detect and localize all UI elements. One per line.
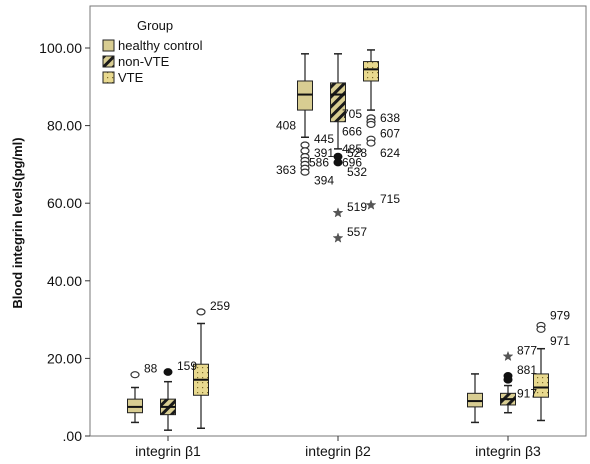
outlier-label: 638 [380,111,400,125]
extreme-star [332,207,344,218]
outlier-label: 159 [177,359,197,373]
x-axis: integrin β1 integrin β2 integrin β3 [135,436,541,459]
y-tick-label: 40.00 [47,273,82,289]
extreme-star [365,199,377,210]
y-axis: .00 20.00 40.00 60.00 80.00 100.00 [39,40,90,444]
outlier-dot [163,368,173,376]
outlier-dot [333,158,343,167]
outlier-label: 532 [347,165,367,179]
legend-swatch-vte [102,71,115,84]
outlier-label: 259 [210,299,230,313]
outlier-circle [130,371,140,379]
outlier-circle [366,120,376,129]
y-tick-label: .00 [63,428,83,444]
box-iqr [363,61,379,82]
outlier-label: 557 [347,225,367,239]
box-healthy-control-3 [467,373,483,424]
box-healthy-control-1 [127,386,143,424]
box-healthy-control-2 [297,53,313,138]
y-tick-label: 60.00 [47,195,82,211]
outlier-label: 666 [342,124,362,138]
outlier-label: 971 [550,334,570,348]
box-non-vte-1 [160,380,176,431]
outlier-label: 877 [517,343,537,357]
legend-entry-non-vte: non-VTE [118,54,170,69]
outlier-dot [503,375,513,384]
outlier-label: 696 [342,155,362,169]
outlier-label: 881 [517,363,537,377]
y-axis-label: Blood integrin levels(pg/ml) [10,137,25,308]
outlier-circle [300,168,310,176]
outlier-label: 391 [314,146,334,160]
box-vte-2 [363,49,379,111]
outlier-label: 519 [347,200,367,214]
outlier-label: 363 [276,163,296,177]
box-non-vte-3 [500,384,516,414]
box-vte-3 [533,347,549,422]
outlier-circle [536,325,546,333]
outliers [130,114,546,384]
outlier-circle [300,141,310,149]
outlier-circle [366,139,376,147]
outlier-label: 528 [347,146,367,160]
outlier-label: 715 [380,192,400,206]
outlier-label: 485 [342,142,362,156]
legend-title: Group [137,18,173,33]
outlier-label: 445 [314,132,334,146]
outlier-label: 705 [342,107,362,121]
x-tick-label: integrin β3 [475,443,541,459]
box-iqr [533,373,549,398]
box-vte-1 [193,322,209,429]
x-tick-label: integrin β1 [135,443,201,459]
outlier-label: 979 [550,309,570,323]
outlier-label: 607 [380,126,400,140]
legend-entry-vte: VTE [118,70,144,85]
outlier-label: 586 [309,155,329,169]
legend-entry-healthy-control: healthy control [118,38,203,53]
outlier-circle [300,147,310,155]
y-tick-label: 80.00 [47,118,82,134]
extreme-star [502,350,514,362]
outlier-label: 88 [144,362,158,376]
legend-swatch-healthy-control [102,39,115,52]
y-tick-label: 20.00 [47,350,82,366]
extreme-star [332,232,344,243]
box-iqr [330,82,346,123]
y-tick-label: 100.00 [39,40,82,56]
legend: Group healthy control non-VTE VTE [102,18,203,85]
outlier-label: 408 [276,119,296,133]
outlier-label: 624 [380,146,400,160]
x-tick-label: integrin β2 [305,443,371,459]
outlier-label: 394 [314,174,334,188]
box-non-vte-2 [330,53,346,150]
outlier-circle [196,308,206,316]
outlier-label: 917 [517,386,537,400]
boxes [127,49,549,431]
legend-swatch-non-vte [102,55,115,68]
